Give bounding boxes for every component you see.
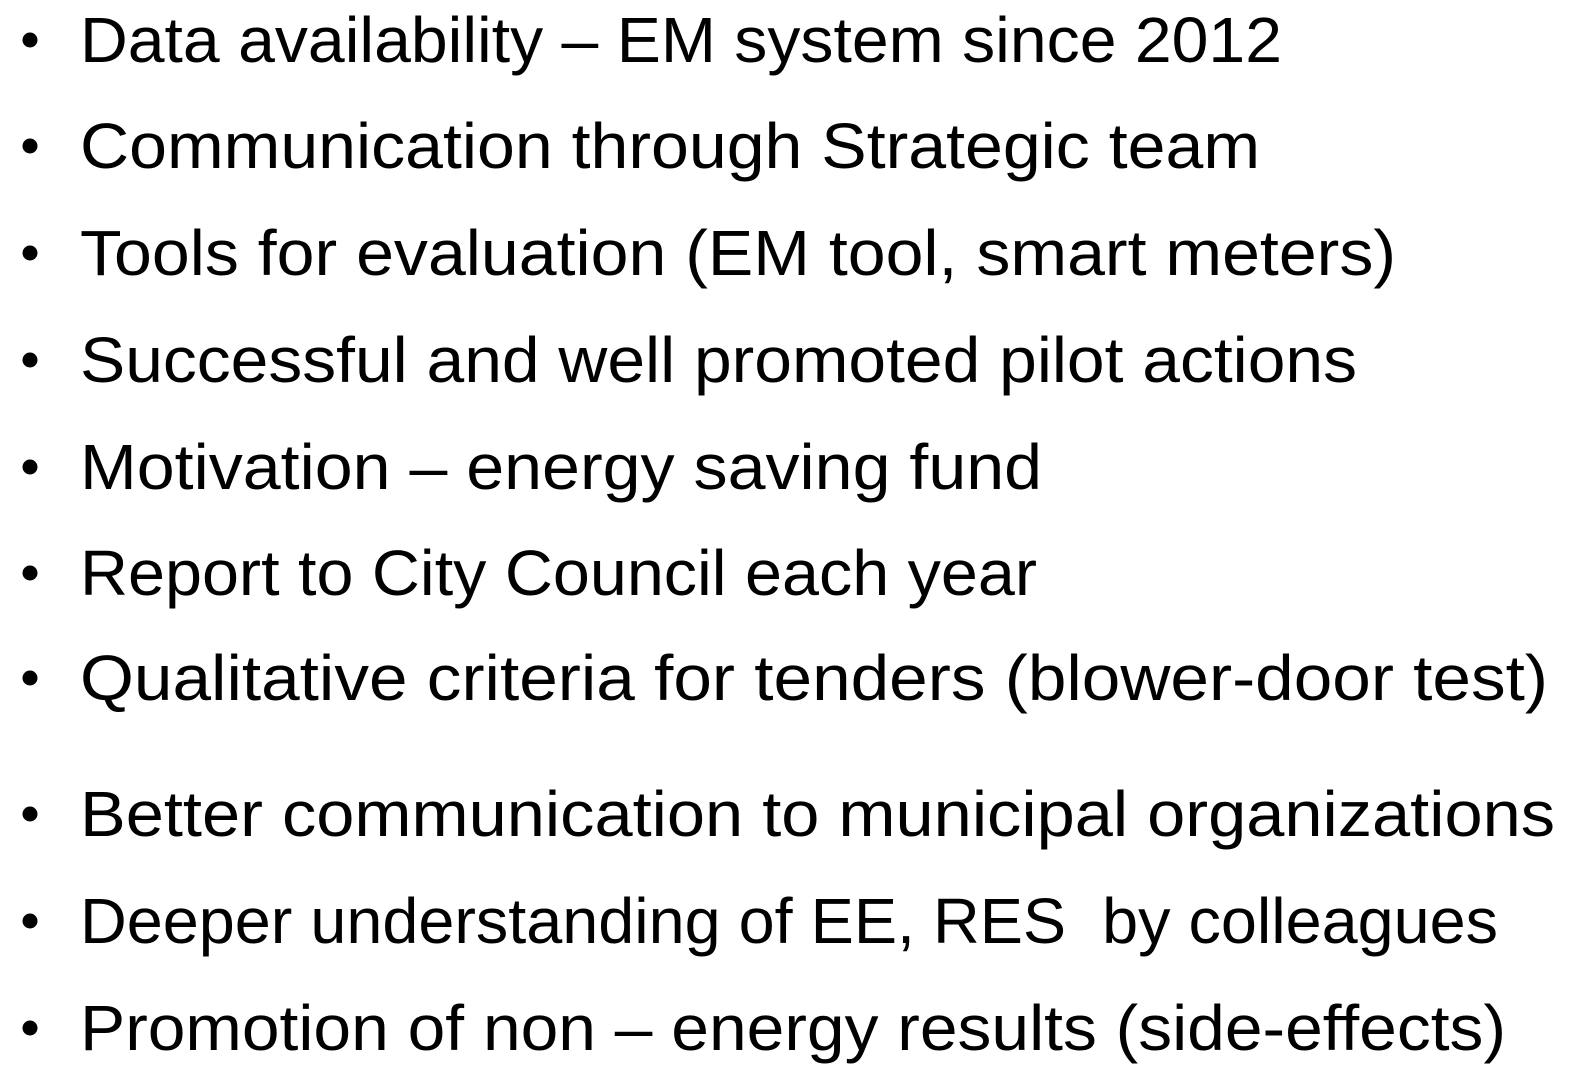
bullet-text: Promotion of non – energy results (side-… — [80, 992, 1506, 1064]
bullet — [22, 1020, 38, 1036]
bullet-text: Tools for evaluation (EM tool, smart met… — [80, 217, 1396, 289]
bullet — [22, 138, 38, 154]
bullet-text: Communication through Strategic team — [80, 110, 1260, 182]
bullet — [22, 459, 38, 475]
bullet-text: Deeper understanding of EE, RES by colle… — [80, 885, 1498, 957]
bullet — [22, 32, 38, 48]
bullet — [22, 913, 38, 929]
bullet-text: Data availability – EM system since 2012 — [80, 4, 1282, 76]
bullet — [22, 565, 38, 581]
bullet-text: Motivation – energy saving fund — [80, 431, 1042, 503]
bullet-text: Successful and well promoted pilot actio… — [80, 324, 1357, 396]
bullet — [22, 670, 38, 686]
bullet — [22, 245, 38, 261]
bullet-text: Qualitative criteria for tenders (blower… — [80, 642, 1548, 714]
bullet — [22, 352, 38, 368]
bullet — [22, 806, 38, 822]
bullet-text: Better communication to municipal organi… — [80, 778, 1555, 850]
bullet-text: Report to City Council each year — [80, 537, 1037, 609]
